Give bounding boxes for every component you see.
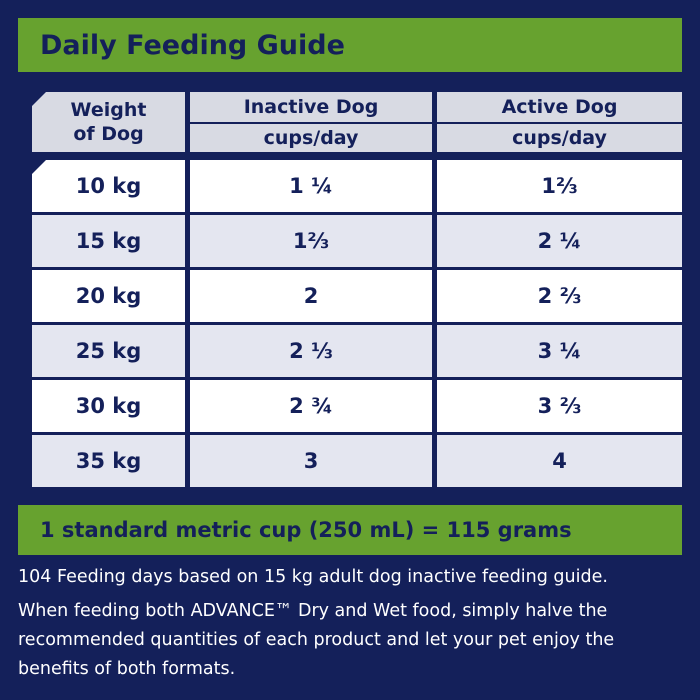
table-cell: 30 kg bbox=[32, 380, 185, 432]
table-cell: 20 kg bbox=[32, 270, 185, 322]
header-text: Weight bbox=[70, 99, 147, 121]
header-text: of Dog bbox=[73, 123, 144, 145]
table-cell: 1⅔ bbox=[190, 215, 432, 267]
table-cell: 35 kg bbox=[32, 435, 185, 487]
table-cell: 2 ⅔ bbox=[437, 270, 682, 322]
table-cell: 3 ⅔ bbox=[437, 380, 682, 432]
header-cell: Weight of Dog bbox=[32, 92, 185, 152]
note: When feeding both ADVANCE™ Dry and Wet f… bbox=[18, 601, 615, 679]
table-cell: 2 ¾ bbox=[190, 380, 432, 432]
table-cell: 3 ¼ bbox=[437, 325, 682, 377]
table-cell: 25 kg bbox=[32, 325, 185, 377]
table-cell: 2 ⅓ bbox=[190, 325, 432, 377]
header-cell: Active Dog bbox=[437, 92, 682, 122]
table-cell: 15 kg bbox=[32, 215, 185, 267]
table-cell: 1⅔ bbox=[437, 160, 682, 212]
header-cell: cups/day bbox=[190, 124, 432, 152]
note: 104 Feeding days based on 15 kg adult do… bbox=[18, 567, 608, 587]
conversion: 1 standard metric cup (250 mL) = 115 gra… bbox=[18, 505, 682, 555]
table-cell: 1 ¼ bbox=[190, 160, 432, 212]
table-cell: 4 bbox=[437, 435, 682, 487]
header-cell: cups/day bbox=[437, 124, 682, 152]
table-cell: 2 ¼ bbox=[437, 215, 682, 267]
header-cell: Inactive Dog bbox=[190, 92, 432, 122]
table-cell: 10 kg bbox=[32, 160, 185, 212]
title: Daily Feeding Guide bbox=[18, 18, 682, 72]
table-cell: 3 bbox=[190, 435, 432, 487]
table-cell: 2 bbox=[190, 270, 432, 322]
